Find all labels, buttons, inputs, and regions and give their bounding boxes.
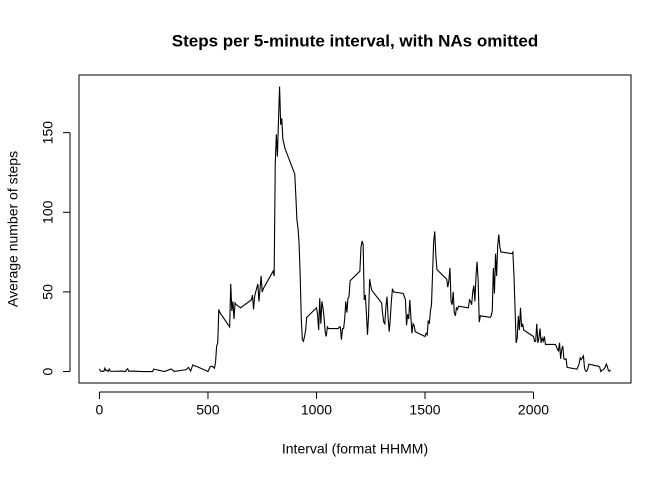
x-axis-label: Interval (format HHMM) [282, 441, 428, 457]
x-tick-label: 500 [196, 402, 220, 418]
y-tick-label: 50 [40, 284, 56, 300]
y-tick-label: 0 [40, 367, 56, 375]
x-tick-label: 0 [96, 402, 104, 418]
x-tick-label: 2000 [518, 402, 549, 418]
chart-title: Steps per 5-minute interval, with NAs om… [172, 31, 539, 50]
y-tick-label: 150 [40, 121, 56, 145]
plot-frame [78, 74, 632, 384]
x-tick-label: 1500 [409, 402, 440, 418]
x-tick-label: 1000 [301, 402, 332, 418]
y-axis-label: Average number of steps [5, 151, 21, 307]
y-tick-label: 100 [40, 200, 56, 224]
data-line [98, 86, 611, 373]
